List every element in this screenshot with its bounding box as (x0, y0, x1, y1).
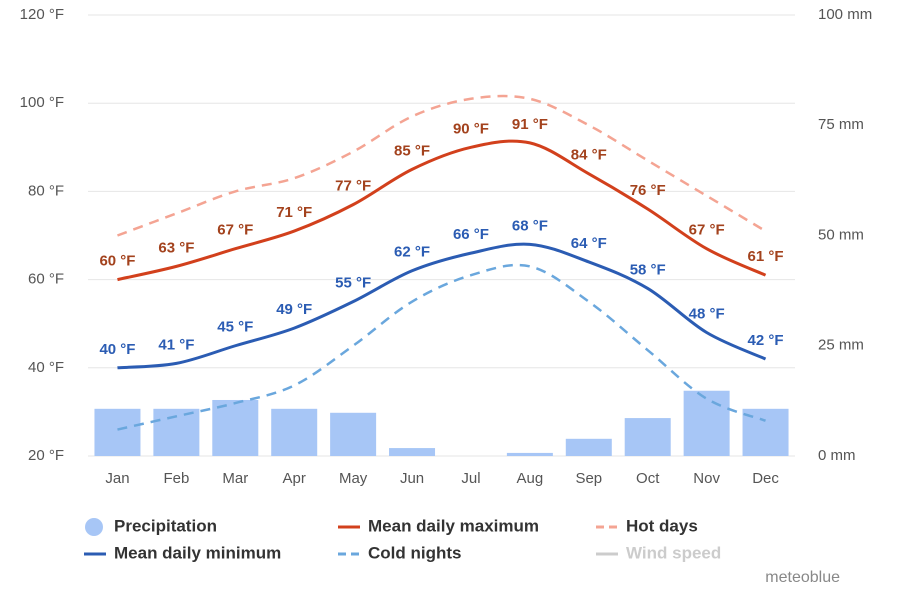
series-line (117, 242, 767, 370)
value-label: 49 °F (276, 301, 312, 318)
x-tick-label: Jul (461, 470, 480, 487)
precipitation-bar (212, 399, 259, 456)
credit: meteoblue (765, 569, 840, 586)
precipitation-bar (506, 452, 553, 456)
value-label: 55 °F (335, 275, 371, 292)
x-tick-label: Nov (693, 470, 720, 487)
value-label: 76 °F (630, 182, 666, 199)
value-label: 60 °F (99, 253, 135, 270)
precipitation-bar (624, 418, 671, 456)
precipitation-bar (330, 412, 377, 456)
legend-label[interactable]: Cold nights (368, 543, 461, 562)
value-label: 67 °F (217, 222, 253, 239)
legend-label[interactable]: Precipitation (114, 516, 217, 535)
x-tick-label: Jan (105, 470, 129, 487)
value-label: 64 °F (571, 235, 607, 252)
x-tick-label: Mar (222, 470, 248, 487)
y2-tick-label: 50 mm (818, 226, 864, 243)
y-tick-label: 20 °F (28, 447, 64, 464)
y2-tick-label: 100 mm (818, 6, 872, 23)
series-line (117, 94, 767, 237)
legend-label[interactable]: Wind speed (626, 543, 721, 562)
x-tick-label: Dec (752, 470, 779, 487)
value-label: 68 °F (512, 217, 548, 234)
precipitation-bar (94, 408, 141, 456)
value-label: 58 °F (630, 261, 666, 278)
value-label: 42 °F (748, 332, 784, 349)
value-label: 77 °F (335, 178, 371, 195)
value-label: 67 °F (689, 222, 725, 239)
precipitation-bar (565, 438, 612, 456)
value-label: 48 °F (689, 305, 725, 322)
value-label: 61 °F (748, 248, 784, 265)
x-tick-label: Aug (517, 470, 544, 487)
x-tick-label: Feb (163, 470, 189, 487)
value-label: 62 °F (394, 244, 430, 261)
value-label: 45 °F (217, 319, 253, 336)
x-tick-label: Sep (575, 470, 602, 487)
y-tick-label: 80 °F (28, 182, 64, 199)
y-tick-label: 60 °F (28, 271, 64, 288)
series-line (117, 139, 767, 282)
value-label: 84 °F (571, 147, 607, 164)
series-line (117, 263, 766, 431)
value-label: 66 °F (453, 226, 489, 243)
value-label: 90 °F (453, 120, 489, 137)
legend-label[interactable]: Hot days (626, 516, 698, 535)
value-label: 41 °F (158, 336, 194, 353)
legend-label[interactable]: Mean daily maximum (368, 516, 539, 535)
y2-tick-label: 0 mm (818, 447, 856, 464)
value-label: 85 °F (394, 142, 430, 159)
legend-symbol (85, 518, 103, 536)
precipitation-bar (271, 408, 318, 456)
y-tick-label: 100 °F (20, 94, 64, 111)
value-label: 91 °F (512, 116, 548, 133)
value-label: 71 °F (276, 204, 312, 221)
x-tick-label: May (339, 470, 368, 487)
x-tick-label: Oct (636, 470, 660, 487)
precipitation-bar (389, 448, 436, 456)
precipitation-bar (683, 390, 730, 456)
value-label: 63 °F (158, 239, 194, 256)
value-label: 40 °F (99, 341, 135, 358)
x-tick-label: Apr (283, 470, 306, 487)
y2-tick-label: 75 mm (818, 116, 864, 133)
x-tick-label: Jun (400, 470, 424, 487)
y-tick-label: 40 °F (28, 359, 64, 376)
y-tick-label: 120 °F (20, 6, 64, 23)
legend-label[interactable]: Mean daily minimum (114, 543, 281, 562)
y2-tick-label: 25 mm (818, 337, 864, 354)
